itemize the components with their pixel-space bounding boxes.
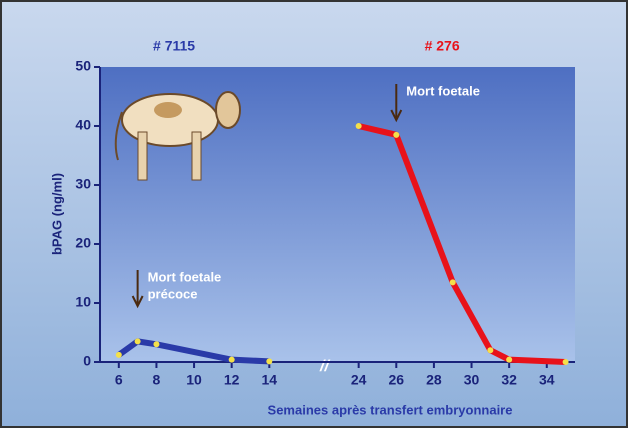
series-line [357,123,566,365]
data-point [393,131,400,138]
x-tick-label: 26 [388,372,404,388]
series-label: # 7115 [153,38,195,54]
x-tick-label: 8 [153,372,161,388]
x-tick-label: 34 [539,372,555,388]
y-tick-label: 50 [75,58,91,74]
y-tick-label: 0 [83,353,91,369]
x-tick-label: 6 [115,372,123,388]
x-tick-label: 30 [464,372,480,388]
x-tick-label: 14 [262,372,278,388]
annotation-arrowhead [390,109,403,123]
y-tick-label: 10 [75,294,91,310]
x-tick-label: 32 [501,372,517,388]
axis-break: // [319,358,330,375]
data-point [449,279,456,286]
data-point [506,356,513,363]
data-point [355,123,362,129]
data-point [115,351,122,358]
annotation-text: Mort foetale [148,269,222,284]
annotation-text: précoce [148,286,198,301]
x-tick-label: 10 [186,372,202,388]
series-label: # 276 [425,38,460,54]
y-tick-label: 40 [75,117,91,133]
data-point [266,358,273,365]
data-point [487,347,494,354]
x-tick-label: 12 [224,372,240,388]
data-point [562,359,569,365]
data-point [153,341,160,348]
data-point [228,356,235,363]
annotation-text: Mort foetale [406,83,480,98]
y-tick-label: 20 [75,235,91,251]
x-tick-label: 24 [351,372,367,388]
x-tick-label: 28 [426,372,442,388]
annotation-arrowhead [131,295,144,309]
y-axis-label: bPAG (ng/ml) [49,173,64,255]
y-tick-label: 30 [75,176,91,192]
cow-illustration [114,91,241,181]
data-point [134,338,141,345]
x-axis-label: Semaines après transfert embryonnaire [268,402,513,417]
